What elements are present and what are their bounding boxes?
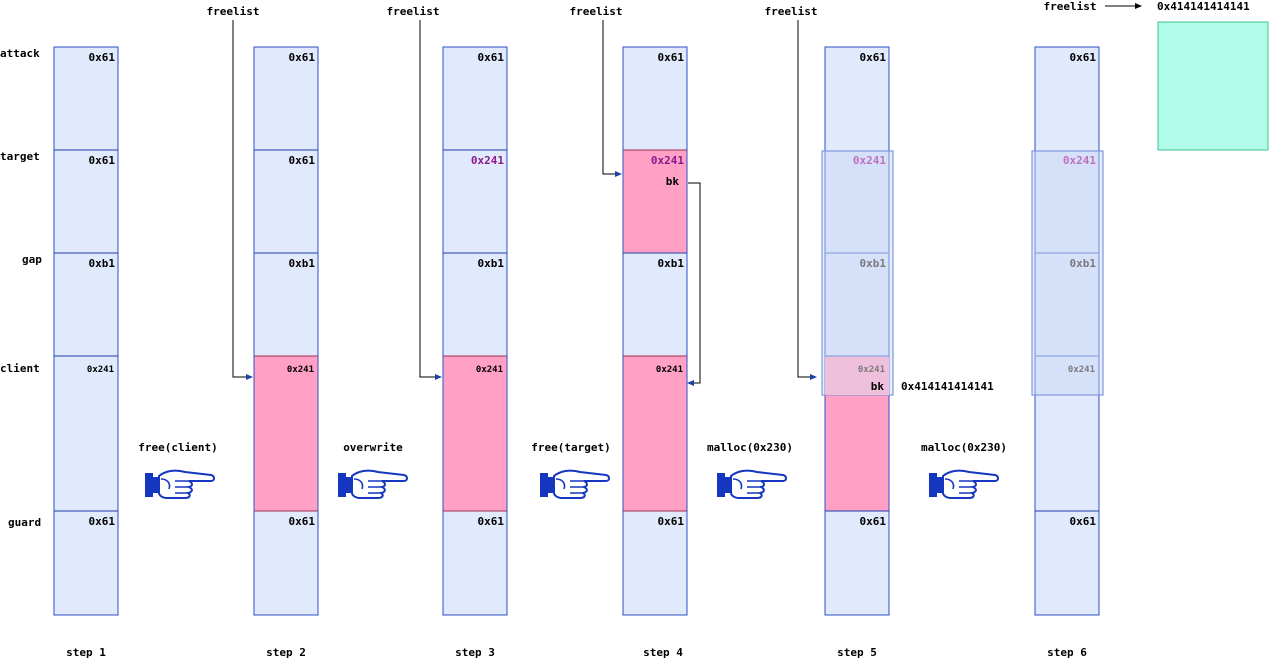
row-label-guard: guard xyxy=(8,516,41,529)
pointing-hand-icon xyxy=(145,469,215,499)
step-3-attack-size: 0x61 xyxy=(478,51,505,64)
step-3-gap-size: 0xb1 xyxy=(478,257,505,270)
pointing-hand-icon xyxy=(338,469,408,499)
pointing-hand-icon xyxy=(929,469,999,499)
step-2-guard-size: 0x61 xyxy=(289,515,316,528)
step-label-5: step 5 xyxy=(837,646,877,659)
step-4-guard-size: 0x61 xyxy=(658,515,685,528)
pointing-hand-icon xyxy=(540,469,610,499)
step-4-freelist-pointer xyxy=(602,20,615,175)
step-6-client-size: 0x241 xyxy=(1068,365,1095,375)
step-1-heap-background xyxy=(53,46,119,616)
step-5-freelist-pointer xyxy=(797,20,810,378)
step-4-bk-label: bk xyxy=(666,175,680,188)
step-6-allocated-overlay xyxy=(1031,150,1104,396)
step-2-attack-size: 0x61 xyxy=(289,51,316,64)
step-3-freelist-pointer xyxy=(419,20,435,378)
fake-chunk-address: 0x414141414141 xyxy=(1157,0,1250,13)
step-1-guard-size: 0x61 xyxy=(89,515,116,528)
step-1-attack-size: 0x61 xyxy=(89,51,116,64)
step-4-freelist-label: freelist xyxy=(570,5,623,18)
step-2-gap-size: 0xb1 xyxy=(289,257,316,270)
step-3-freelist-label: freelist xyxy=(387,5,440,18)
step-2-client-freed xyxy=(253,355,319,512)
step-label-1: step 1 xyxy=(66,646,106,659)
step-3-guard-size: 0x61 xyxy=(478,515,505,528)
action-free-client: free(client) xyxy=(138,441,217,454)
fake-chunk xyxy=(1157,21,1269,151)
step-6-gap-size: 0xb1 xyxy=(1070,257,1097,270)
row-label-target: target xyxy=(0,150,40,163)
step-6-attack-size: 0x61 xyxy=(1070,51,1097,64)
step-6-freelist-label: freelist xyxy=(1044,0,1097,13)
step-5-client-size: 0x241 xyxy=(858,365,885,375)
step-2-column: 0x61 0x61 0xb1 0x241 0x61 freelist xyxy=(207,5,319,616)
step-5-freelist-label: freelist xyxy=(765,5,818,18)
step-1-target-size: 0x61 xyxy=(89,154,116,167)
step-label-3: step 3 xyxy=(455,646,495,659)
step-1-gap-size: 0xb1 xyxy=(89,257,116,270)
step-1-column: 0x61 0x61 0xb1 0x241 0x61 xyxy=(53,46,119,616)
step-2-target-size: 0x61 xyxy=(289,154,316,167)
step-4-target-overwritten-size: 0x241 xyxy=(651,154,684,167)
step-4-bk-pointer xyxy=(688,182,701,384)
step-5-target-overwritten-size: 0x241 xyxy=(853,154,886,167)
step-5-allocated-overlay xyxy=(821,150,894,396)
step-label-6: step 6 xyxy=(1047,646,1087,659)
step-3-client-freed xyxy=(442,355,508,512)
pointing-hand-icon xyxy=(717,469,787,499)
step-1-client-size: 0x241 xyxy=(87,365,114,375)
step-4-column: 0x61 0x241 bk 0xb1 0x241 0x61 freelist xyxy=(570,5,701,616)
step-6-target-overwritten-size: 0x241 xyxy=(1063,154,1096,167)
step-5-attack-size: 0x61 xyxy=(860,51,887,64)
action-malloc-1: malloc(0x230) xyxy=(707,441,793,454)
row-label-client: client xyxy=(0,362,40,375)
step-6-column: 0x61 0x241 0xb1 0x241 0x61 freelist 0x41… xyxy=(1031,0,1269,616)
action-malloc-2: malloc(0x230) xyxy=(921,441,1007,454)
step-3-column: 0x61 0x241 0xb1 0x241 0x61 freelist xyxy=(387,5,508,616)
row-labels: attack target gap client guard xyxy=(0,47,42,529)
row-label-attack: attack xyxy=(0,47,40,60)
step-labels: step 1 step 2 step 3 step 4 step 5 step … xyxy=(66,646,1087,659)
step-5-bk-label: bk xyxy=(871,380,885,393)
step-2-freelist-label: freelist xyxy=(207,5,260,18)
step-2-client-size: 0x241 xyxy=(287,365,314,375)
step-6-guard-size: 0x61 xyxy=(1070,515,1097,528)
step-5-column: 0x61 0x241 0xb1 0x241 bk 0x414141414141 … xyxy=(765,5,994,616)
step-label-4: step 4 xyxy=(643,646,683,659)
step-5-guard-size: 0x61 xyxy=(860,515,887,528)
step-4-attack-size: 0x61 xyxy=(658,51,685,64)
step-3-client-size: 0x241 xyxy=(476,365,503,375)
step-3-target-overwritten-size: 0x241 xyxy=(471,154,504,167)
step-5-bk-value: 0x414141414141 xyxy=(901,380,994,393)
step-2-freelist-pointer xyxy=(232,20,246,378)
step-label-2: step 2 xyxy=(266,646,306,659)
action-free-target: free(target) xyxy=(531,441,610,454)
step-5-gap-size: 0xb1 xyxy=(860,257,887,270)
action-overwrite: overwrite xyxy=(343,441,403,454)
row-label-gap: gap xyxy=(22,253,42,266)
step-4-client-freed xyxy=(622,355,688,512)
step-4-client-size: 0x241 xyxy=(656,365,683,375)
step-4-gap-size: 0xb1 xyxy=(658,257,685,270)
